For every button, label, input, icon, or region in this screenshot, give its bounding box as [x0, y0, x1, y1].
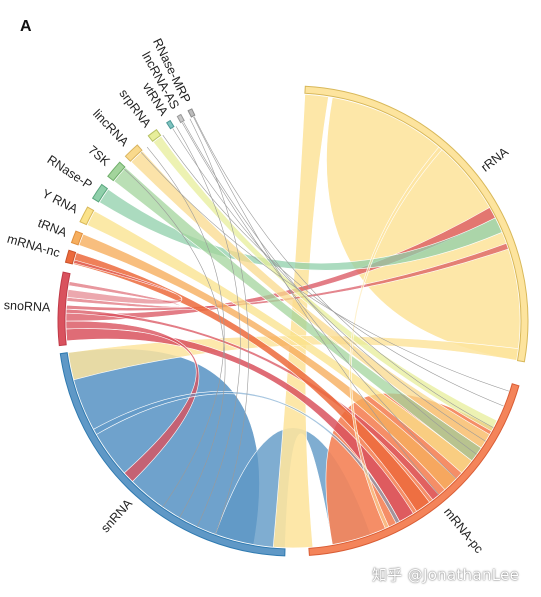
thread-line	[140, 152, 509, 392]
segment-arc-lincrna	[124, 144, 143, 162]
segment-arc-rnase-p	[91, 183, 109, 203]
ribbon-layer	[65, 93, 521, 549]
panel-label: A	[20, 18, 32, 35]
segment-arc-layer	[57, 85, 529, 557]
segment-label-rrna: rRNA	[478, 144, 511, 174]
thread-line	[182, 122, 457, 479]
segment-label-snorna: snoRNA	[3, 298, 51, 314]
segment-label-7sk: 7SK	[85, 143, 113, 169]
segment-arc-rnase-mrp	[187, 108, 196, 118]
thread-line	[162, 134, 504, 407]
segment-label-mrna-pc: mRNA-pc	[441, 505, 486, 556]
segment-arc-mrna-pc	[308, 383, 520, 556]
ribbon-snorna-to-snrna	[65, 320, 200, 482]
thread-line	[189, 118, 249, 535]
ribbon-mrna-nc-to-mrna-pc	[72, 252, 431, 512]
ribbon-snrna-to-mrna-pc	[93, 391, 401, 524]
segment-label-y-rna: Y RNA	[40, 187, 81, 217]
segment-arc-vtrna	[166, 119, 175, 130]
segment-label-mrna-nc: mRNA-nc	[6, 232, 62, 260]
segment-arc-srprna	[147, 129, 162, 142]
segment-arc-mrna-nc	[64, 249, 77, 265]
segment-arc-7sk	[107, 161, 126, 182]
segment-label-trna: tRNA	[36, 216, 70, 240]
thread-line	[172, 128, 486, 442]
segment-arc-y-rna	[79, 206, 95, 226]
thread-line	[124, 168, 226, 518]
ribbon-rrna-to-mrna-pc	[349, 146, 443, 529]
thread-line	[193, 116, 494, 428]
ribbon-lincrna-to-mrna-pc	[130, 150, 491, 449]
segment-arc-trna	[70, 230, 84, 246]
segment-arc-snrna	[59, 352, 286, 557]
segment-arc-snorna	[57, 271, 71, 347]
thread-line	[175, 126, 241, 527]
segment-arc-lncrna-as	[176, 113, 185, 124]
ribbon-rrna-to-rrna	[326, 97, 521, 361]
ribbon-rnase-p-to-rrna	[99, 188, 503, 271]
ribbon-snorna-to-mrna-nc	[66, 259, 183, 305]
watermark: 知乎 @JonathanLee	[372, 566, 520, 584]
segment-label-snrna: snRNA	[98, 496, 135, 535]
ribbon-srprna-to-mrna-pc	[152, 135, 498, 432]
segment-label-rnase-p: RNase-P	[45, 152, 95, 192]
thread-line	[193, 116, 440, 496]
segment-label-lincrna: lincRNA	[90, 107, 132, 150]
ribbon-snorna-to-mrna-pc	[65, 328, 414, 522]
segment-arc-rrna	[304, 85, 529, 363]
